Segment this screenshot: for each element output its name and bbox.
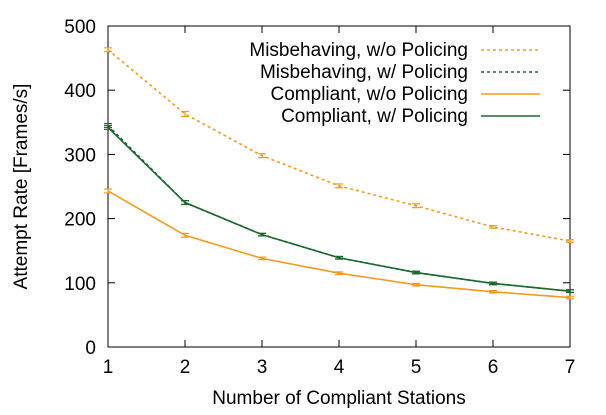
data-point [107, 190, 109, 192]
error-bar [181, 200, 189, 206]
x-tick-label: 3 [257, 357, 268, 378]
series-2 [104, 122, 574, 294]
legend-item: Compliant, w/o Policing [271, 84, 540, 105]
series-line [107, 190, 571, 299]
x-tick-label: 7 [565, 357, 576, 378]
data-point [338, 185, 340, 187]
data-point [415, 205, 417, 207]
error-bar [104, 47, 112, 53]
series-line [107, 126, 571, 292]
x-tick-label: 4 [334, 357, 345, 378]
error-bar [412, 282, 420, 287]
data-point [492, 282, 494, 285]
error-bar [104, 188, 112, 194]
error-bar [258, 232, 266, 237]
y-tick-label: 0 [85, 338, 96, 359]
data-point [261, 155, 263, 157]
data-point [184, 113, 186, 115]
legend-item: Misbehaving, w/o Policing [249, 40, 540, 61]
y-tick-label: 500 [64, 17, 96, 38]
axis-ticks: 1 2 3 4 5 6 7 0 100 200 300 400 500 [64, 17, 575, 378]
error-bar [489, 289, 497, 294]
data-point [107, 49, 109, 51]
x-tick-label: 1 [103, 357, 114, 378]
data-point [415, 284, 417, 286]
data-point [338, 257, 340, 259]
error-bar [258, 256, 266, 261]
error-bar [566, 295, 574, 300]
error-bar [566, 289, 574, 294]
data-point [107, 126, 109, 129]
x-axis-title: Number of Compliant Stations [212, 388, 465, 409]
legend-item: Misbehaving, w/ Policing [260, 62, 540, 83]
data-point [569, 296, 571, 299]
error-bar [566, 239, 574, 243]
x-tick-label: 6 [488, 357, 499, 378]
error-bar [489, 281, 497, 286]
series-1 [104, 47, 574, 243]
error-bar [104, 124, 112, 130]
data-point [569, 290, 571, 292]
data-point [338, 272, 340, 274]
data-point [184, 201, 186, 204]
data-point [261, 257, 263, 260]
data-point [261, 234, 263, 236]
error-bar [258, 153, 266, 159]
series-lines [104, 47, 574, 300]
legend-label: Compliant, w/ Policing [281, 106, 468, 127]
legend-label: Misbehaving, w/ Policing [260, 62, 468, 83]
legend-label: Misbehaving, w/o Policing [249, 40, 468, 61]
error-bar [181, 110, 189, 118]
y-tick-label: 100 [64, 274, 96, 295]
data-point [184, 234, 186, 236]
data-point [492, 226, 494, 228]
error-bar [335, 271, 343, 276]
error-bar [335, 255, 343, 260]
data-point [569, 240, 571, 242]
error-bar [412, 203, 420, 209]
error-bar [181, 232, 189, 238]
series-3 [104, 188, 574, 300]
error-bar [335, 183, 343, 189]
legend-item: Compliant, w/ Policing [281, 106, 540, 127]
data-point [492, 291, 494, 293]
series-4 [104, 124, 574, 294]
error-bar [489, 225, 497, 229]
series-line [107, 124, 571, 292]
x-tick-label: 2 [180, 357, 191, 378]
y-axis-title: Attempt Rate [Frames/s] [11, 84, 32, 290]
x-tick-label: 5 [411, 357, 422, 378]
data-point [415, 271, 417, 274]
y-tick-label: 200 [64, 210, 96, 231]
error-bar [412, 270, 420, 275]
y-tick-label: 400 [64, 81, 96, 102]
legend-label: Compliant, w/o Policing [271, 84, 468, 105]
y-tick-label: 300 [64, 145, 96, 166]
